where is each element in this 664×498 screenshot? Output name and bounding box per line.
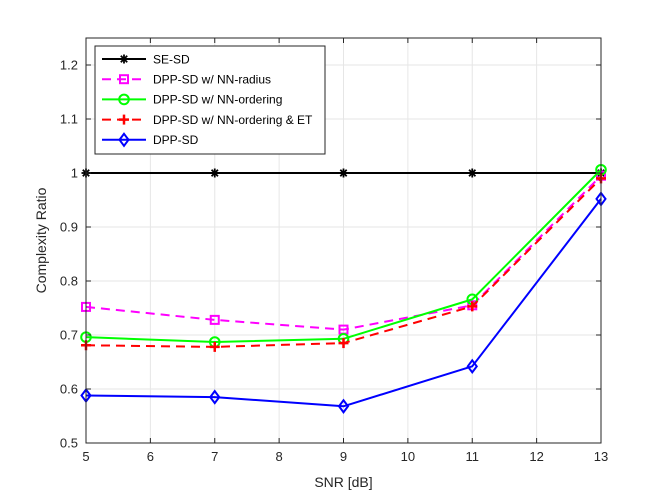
y-tick-label: 1.1 xyxy=(60,112,78,127)
legend-marker xyxy=(119,114,129,125)
legend-label: DPP-SD w/ NN-radius xyxy=(153,73,271,87)
y-tick-label: 1 xyxy=(71,166,78,181)
legend-label: DPP-SD w/ NN-ordering & ET xyxy=(153,113,313,127)
x-tick-label: 12 xyxy=(529,449,543,464)
legend-marker xyxy=(118,132,130,148)
y-tick-label: 1.2 xyxy=(60,58,78,73)
legend-entry: DPP-SD w/ NN-ordering & ET xyxy=(102,113,313,127)
marker-shape xyxy=(210,169,219,177)
data-point xyxy=(338,338,349,349)
data-point xyxy=(466,358,478,374)
marker-shape xyxy=(339,169,348,177)
marker-shape xyxy=(119,74,129,85)
marker-shape xyxy=(466,358,478,374)
marker-shape xyxy=(118,132,130,148)
marker-shape xyxy=(468,169,477,177)
x-tick-label: 9 xyxy=(340,449,347,464)
legend-label: DPP-SD xyxy=(153,133,199,147)
x-tick-label: 11 xyxy=(466,449,480,464)
legend-marker xyxy=(118,93,130,106)
legend-label: DPP-SD w/ NN-ordering xyxy=(153,93,282,107)
y-tick-label: 0.9 xyxy=(60,220,78,235)
x-tick-label: 8 xyxy=(276,449,283,464)
y-axis-label: Complexity Ratio xyxy=(33,187,49,293)
marker-shape xyxy=(120,55,128,63)
legend-label: SE-SD xyxy=(153,52,190,66)
marker-shape xyxy=(118,93,130,106)
x-tick-label: 10 xyxy=(401,449,415,464)
y-tick-label: 0.8 xyxy=(60,274,78,289)
x-tick-label: 13 xyxy=(594,449,608,464)
legend-entry: DPP-SD w/ NN-ordering xyxy=(102,93,282,107)
data-point xyxy=(210,168,220,178)
data-point xyxy=(209,389,221,405)
legend: SE-SD DPP-SD w/ NN-radius DPP-SD w/ NN-ord… xyxy=(94,45,326,155)
y-tick-label: 0.7 xyxy=(60,328,78,343)
marker-shape xyxy=(209,389,221,405)
data-point xyxy=(467,301,478,312)
x-tick-label: 7 xyxy=(211,449,218,464)
x-axis-label: SNR [dB] xyxy=(314,474,372,490)
y-tick-label: 0.6 xyxy=(60,382,78,397)
legend-marker xyxy=(119,54,129,64)
marker-shape xyxy=(337,398,350,414)
data-point xyxy=(209,341,220,352)
x-tick-label: 5 xyxy=(82,449,89,464)
data-point xyxy=(467,168,477,178)
legend-entry: SE-SD xyxy=(102,52,190,66)
series-line xyxy=(85,198,602,408)
legend-entry: DPP-SD w/ NN-radius xyxy=(102,73,271,87)
y-tick-label: 0.5 xyxy=(60,436,78,451)
marker-shape xyxy=(209,314,220,325)
data-point xyxy=(209,314,220,325)
legend-marker xyxy=(119,74,129,85)
x-tick-label: 6 xyxy=(147,449,154,464)
legend-entry: DPP-SD xyxy=(102,132,199,148)
data-point xyxy=(337,398,350,414)
data-point xyxy=(339,168,348,178)
ticks: 5 6 7 8 9 10 11 12 13 0.5 0.6 0.7 0.8 0.9 1 1.1 1.2 xyxy=(60,38,608,464)
series-layer xyxy=(80,163,607,414)
series-line xyxy=(85,174,602,331)
